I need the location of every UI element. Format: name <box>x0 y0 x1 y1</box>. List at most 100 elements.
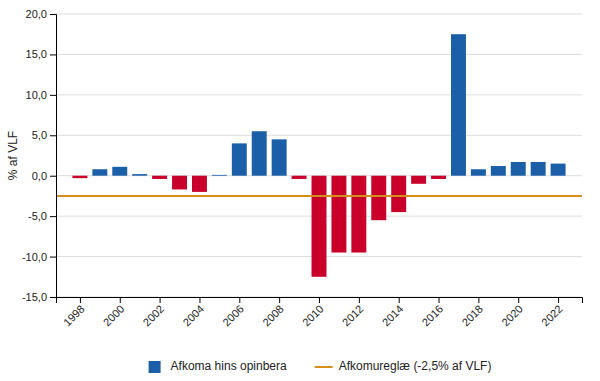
x-tick-mark <box>279 297 280 303</box>
y-tick-mark <box>50 257 56 258</box>
x-tick-mark <box>439 297 440 303</box>
x-tick-mark <box>239 297 240 303</box>
bar <box>132 174 147 176</box>
rule-line <box>56 195 582 197</box>
bar <box>72 176 87 178</box>
bar <box>172 176 187 190</box>
y-tick-label: 0,0 <box>32 170 47 182</box>
bar <box>232 143 247 175</box>
y-tick: -5,0 <box>28 210 56 222</box>
y-tick: 5,0 <box>32 129 56 141</box>
x-tick: 2018 <box>459 297 485 328</box>
bar <box>152 176 167 179</box>
y-tick-label: -15,0 <box>22 291 47 303</box>
y-tick-mark <box>50 176 56 177</box>
y-axis-title: % af VLF <box>6 131 20 180</box>
y-tick-label: -5,0 <box>28 210 47 222</box>
bar <box>551 164 566 176</box>
x-axis: 1998 2000 2002 2004 2006 2008 2010 2012 2014 2016… <box>57 297 583 328</box>
x-axis-line <box>57 298 583 304</box>
x-tick: 2014 <box>380 297 406 328</box>
x-tick-label: 2002 <box>141 303 167 329</box>
y-tick-mark <box>50 54 56 55</box>
x-tick-mark <box>359 297 360 303</box>
x-tick: 2002 <box>141 297 167 328</box>
x-tick-mark <box>399 297 400 303</box>
x-tick: 2022 <box>539 297 565 328</box>
x-tick-mark <box>518 297 519 303</box>
bar <box>252 131 267 175</box>
x-tick: 2004 <box>180 297 206 328</box>
x-tick-label: 2004 <box>180 303 206 329</box>
x-tick-mark <box>80 297 81 303</box>
y-tick-mark <box>50 216 56 217</box>
x-tick-label: 1998 <box>61 303 87 329</box>
bar <box>391 176 406 212</box>
x-tick-mark <box>558 297 559 303</box>
marks <box>56 34 582 277</box>
bar <box>272 139 287 175</box>
x-tick-mark <box>478 297 479 303</box>
x-tick-label: 2014 <box>380 303 406 329</box>
grid-line <box>56 14 582 15</box>
bar <box>312 176 327 277</box>
x-tick: 2010 <box>300 297 326 328</box>
x-tick: 2020 <box>499 297 525 328</box>
y-tick-label: 20,0 <box>26 8 47 20</box>
bar <box>192 176 207 192</box>
legend-swatch <box>315 366 333 368</box>
bar <box>411 176 426 184</box>
bar <box>491 166 506 176</box>
grid <box>56 14 582 297</box>
x-tick-label: 2008 <box>260 303 286 329</box>
plot-area: -15,0 -10,0 -5,0 0,0 5,0 10,0 15,0 20,0 1998 2000… <box>22 8 583 328</box>
y-tick-mark <box>50 14 56 15</box>
x-tick-mark <box>319 297 320 303</box>
x-tick: 2006 <box>220 297 246 328</box>
x-tick: 1998 <box>61 297 87 328</box>
y-axis-line <box>50 15 57 298</box>
bar <box>531 162 546 176</box>
legend: Afkoma hins opinbera Afkomureglæ (-2,5% a… <box>149 359 492 373</box>
legend-item: Afkoma hins opinbera <box>149 359 287 373</box>
y-tick-label: 10,0 <box>26 89 47 101</box>
y-axis: -15,0 -10,0 -5,0 0,0 5,0 10,0 15,0 20,0 <box>22 8 57 303</box>
chart: -15,0 -10,0 -5,0 0,0 5,0 10,0 15,0 20,0 1998 2000… <box>0 0 600 381</box>
grid-line <box>56 94 582 95</box>
y-tick: -15,0 <box>22 291 56 303</box>
x-tick-mark <box>120 297 121 303</box>
y-tick-mark <box>50 95 56 96</box>
bar <box>371 176 386 220</box>
legend-item: Afkomureglæ (-2,5% af VLF) <box>315 359 492 373</box>
y-tick-label: 5,0 <box>32 129 47 141</box>
bar <box>431 176 446 179</box>
y-tick: 20,0 <box>26 8 56 20</box>
x-tick-label: 2018 <box>459 303 485 329</box>
y-tick-mark <box>50 297 56 298</box>
x-tick-label: 2016 <box>419 303 445 329</box>
bar <box>112 167 127 176</box>
y-tick: -10,0 <box>22 251 56 263</box>
x-tick-label: 2022 <box>539 303 565 329</box>
x-tick-mark <box>160 297 161 303</box>
legend-label: Afkoma hins opinbera <box>171 359 287 373</box>
y-tick-label: -10,0 <box>22 251 47 263</box>
x-tick-label: 2000 <box>101 303 127 329</box>
x-tick-label: 2012 <box>340 303 366 329</box>
bar <box>451 34 466 176</box>
bar <box>212 174 227 176</box>
bar <box>292 176 307 179</box>
y-tick-mark <box>50 135 56 136</box>
bar <box>92 169 107 175</box>
x-tick-label: 2020 <box>499 303 525 329</box>
x-tick-label: 2010 <box>300 303 326 329</box>
y-tick: 15,0 <box>26 48 56 60</box>
x-tick-mark <box>199 297 200 303</box>
x-tick: 2012 <box>340 297 366 328</box>
grid-line <box>56 135 582 136</box>
grid-line <box>56 54 582 55</box>
x-tick: 2000 <box>101 297 127 328</box>
legend-swatch <box>149 361 161 373</box>
y-tick: 0,0 <box>32 170 56 182</box>
x-tick-label: 2006 <box>220 303 246 329</box>
